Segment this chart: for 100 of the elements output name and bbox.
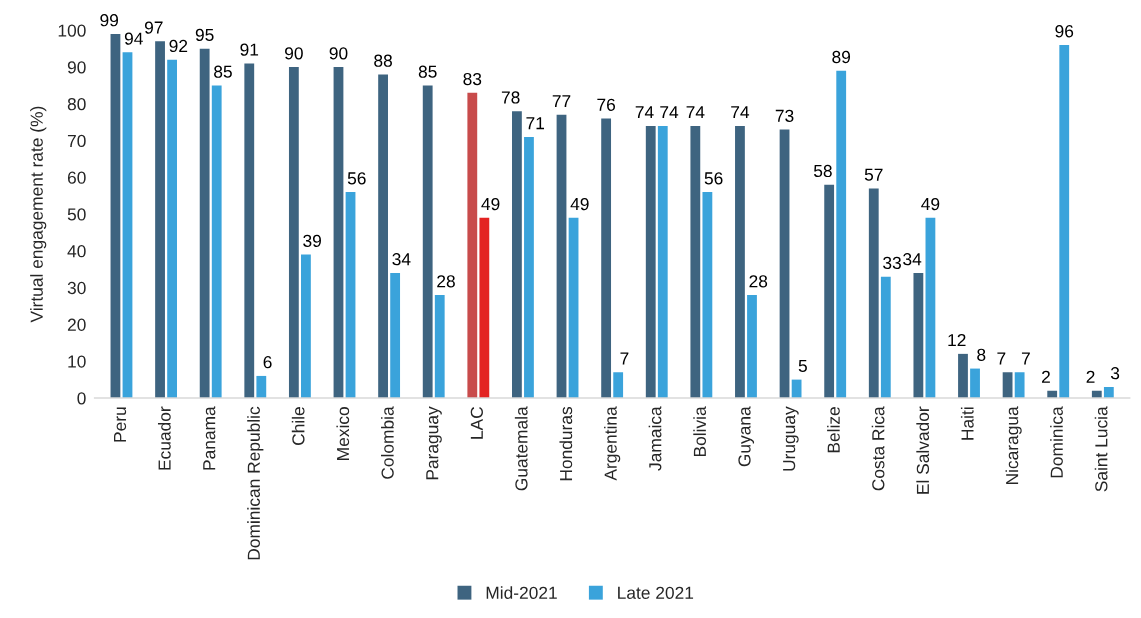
bar bbox=[824, 184, 835, 398]
x-tick-label: Bolivia bbox=[693, 406, 707, 457]
data-label: 2 bbox=[1041, 370, 1050, 383]
bar bbox=[256, 375, 267, 398]
data-label: 74 bbox=[635, 106, 654, 119]
data-label: 74 bbox=[660, 106, 679, 119]
data-label: 94 bbox=[124, 32, 143, 45]
data-label: 91 bbox=[240, 43, 259, 56]
bar bbox=[791, 379, 802, 398]
bar bbox=[747, 295, 757, 398]
bar bbox=[690, 125, 701, 398]
data-label: 34 bbox=[392, 253, 411, 266]
data-label: 28 bbox=[749, 275, 768, 288]
bar bbox=[524, 136, 534, 398]
data-label: 99 bbox=[100, 14, 119, 27]
data-label: 49 bbox=[921, 197, 940, 211]
bar bbox=[155, 41, 165, 398]
bar bbox=[122, 52, 133, 398]
x-tick-label: Peru bbox=[114, 407, 127, 442]
data-label: 7 bbox=[620, 352, 629, 365]
data-label: 73 bbox=[775, 109, 794, 122]
y-axis-title: Virtual engagement rate (%) bbox=[30, 106, 47, 323]
bar bbox=[512, 111, 522, 398]
data-label: 56 bbox=[347, 172, 366, 185]
x-tick-label: Mexico bbox=[336, 407, 350, 460]
y-tick-label: 90 bbox=[67, 61, 86, 74]
y-tick-label: 30 bbox=[67, 281, 86, 295]
data-label: 92 bbox=[169, 39, 188, 53]
data-label: 12 bbox=[948, 333, 966, 347]
data-label: 34 bbox=[903, 253, 922, 266]
x-tick-label: Nicaragua bbox=[1005, 406, 1022, 485]
data-label: 28 bbox=[437, 275, 455, 288]
x-tick-label: Jamaica bbox=[648, 406, 662, 471]
bar bbox=[958, 353, 968, 398]
data-label: 2 bbox=[1086, 370, 1095, 383]
x-tick-label: Paraguay bbox=[426, 406, 442, 480]
data-label: 49 bbox=[481, 197, 500, 211]
bar bbox=[779, 129, 790, 398]
x-tick-label: Panama bbox=[203, 406, 216, 470]
data-label: 83 bbox=[463, 72, 482, 86]
bar bbox=[434, 295, 445, 398]
data-label: 95 bbox=[195, 28, 214, 42]
data-label: 49 bbox=[570, 197, 589, 211]
bar bbox=[702, 192, 713, 398]
data-label: 5 bbox=[798, 359, 807, 373]
data-label: 89 bbox=[832, 50, 851, 64]
data-label: 76 bbox=[597, 98, 616, 111]
y-tick-label: 70 bbox=[67, 134, 86, 148]
legend-label: Late 2021 bbox=[618, 586, 694, 599]
bar bbox=[167, 59, 177, 398]
y-tick-label: 40 bbox=[67, 245, 86, 258]
data-label: 39 bbox=[303, 234, 321, 247]
bar bbox=[568, 217, 579, 398]
y-tick-label: 50 bbox=[67, 208, 86, 221]
bar bbox=[288, 67, 299, 398]
bar bbox=[110, 33, 121, 398]
x-tick-label: El Salvador bbox=[916, 406, 930, 494]
data-label: 78 bbox=[501, 91, 520, 104]
bar bbox=[613, 372, 624, 398]
y-tick-label: 10 bbox=[68, 355, 86, 368]
data-label: 7 bbox=[1021, 352, 1030, 365]
bar bbox=[199, 48, 210, 398]
data-label: 97 bbox=[144, 21, 163, 34]
bar bbox=[467, 92, 478, 398]
y-tick-label: 100 bbox=[58, 24, 86, 37]
x-tick-label: Dominican Republic bbox=[247, 406, 264, 560]
data-label: 8 bbox=[977, 348, 986, 361]
x-tick-label: Saint Lucia bbox=[1094, 406, 1108, 492]
bar bbox=[378, 74, 388, 398]
x-tick-label: Chile bbox=[291, 407, 305, 446]
bar bbox=[880, 276, 891, 398]
x-tick-label: Guatemala bbox=[514, 406, 528, 491]
bar bbox=[244, 63, 255, 398]
y-tick-label: 0 bbox=[77, 392, 86, 405]
x-tick-label: LAC bbox=[470, 406, 483, 439]
data-label: 58 bbox=[813, 164, 832, 178]
x-tick-label: Colombia bbox=[381, 406, 394, 479]
bar bbox=[1103, 386, 1114, 398]
x-tick-label: Haiti bbox=[960, 407, 974, 440]
x-tick-label: Honduras bbox=[559, 406, 573, 481]
data-label: 7 bbox=[997, 352, 1006, 365]
bar bbox=[479, 217, 490, 398]
bar bbox=[913, 272, 924, 398]
data-label: 77 bbox=[552, 95, 571, 108]
x-tick-label: Ecuador bbox=[157, 406, 171, 470]
bar bbox=[333, 67, 344, 398]
legend-label: Mid-2021 bbox=[486, 586, 557, 599]
data-label: 74 bbox=[686, 106, 705, 119]
bar bbox=[390, 272, 401, 398]
x-tick-label: Guyana bbox=[738, 406, 755, 467]
data-label: 33 bbox=[883, 256, 901, 270]
data-label: 85 bbox=[418, 65, 437, 78]
y-tick-label: 80 bbox=[67, 97, 86, 111]
bar bbox=[836, 70, 847, 398]
bar bbox=[970, 368, 980, 398]
bar bbox=[1014, 372, 1025, 398]
bar bbox=[422, 85, 433, 398]
x-tick-label: Argentina bbox=[604, 406, 621, 481]
x-tick-label: Dominica bbox=[1050, 406, 1063, 478]
data-label: 56 bbox=[704, 172, 723, 185]
